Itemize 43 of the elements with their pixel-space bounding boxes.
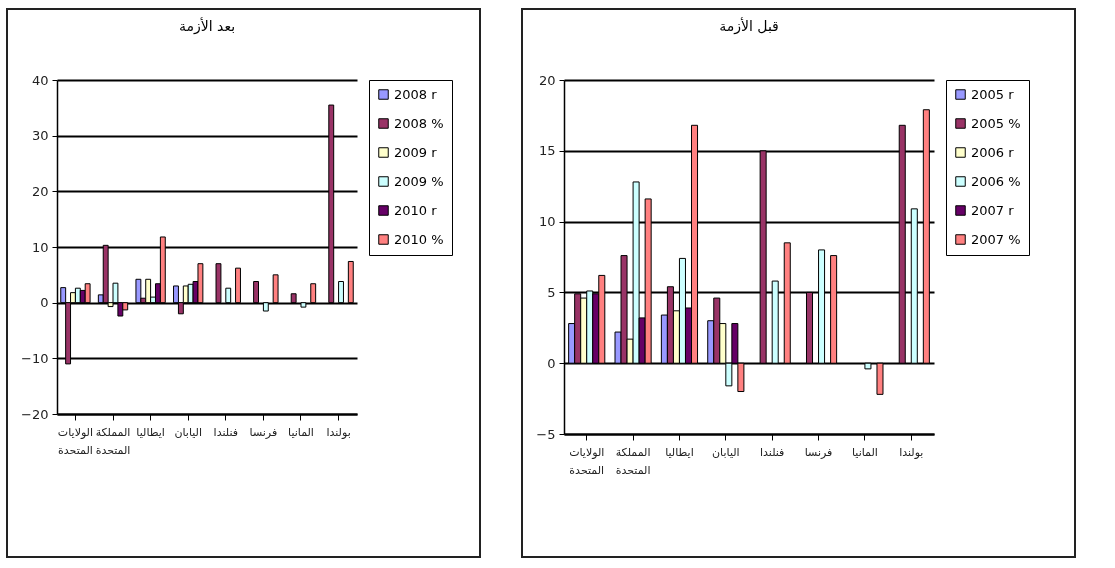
chart-title: قبل الأزمة bbox=[719, 17, 779, 35]
y-tick-label: −5 bbox=[536, 426, 556, 442]
y-tick-label: 30 bbox=[31, 128, 49, 144]
y-tick-label: 5 bbox=[547, 284, 556, 300]
legend-label: 2006 % bbox=[971, 173, 1021, 189]
y-tick-label: 10 bbox=[31, 239, 49, 255]
x-tick-label: الولايات المتحدة bbox=[569, 445, 605, 477]
legend-label: 2005 r bbox=[971, 86, 1015, 102]
y-tick-label: 0 bbox=[40, 295, 49, 311]
legend-label: 2010 % bbox=[394, 231, 444, 247]
y-tick-label: 0 bbox=[547, 355, 556, 371]
x-tick-label: المملكة المتحدة bbox=[615, 445, 651, 477]
x-tick-label: اليابان bbox=[174, 425, 202, 439]
x-tick-label: ايطاليا bbox=[136, 425, 165, 439]
y-tick-label: 15 bbox=[538, 143, 556, 159]
x-tick-label: فرنسا bbox=[804, 445, 833, 459]
x-tick-label: المانيا bbox=[851, 445, 878, 459]
x-tick-label: اليابان bbox=[712, 445, 740, 459]
y-tick-label: −20 bbox=[21, 406, 49, 422]
legend-label: 2007 r bbox=[971, 202, 1015, 218]
x-tick-label: فنلندا bbox=[760, 445, 785, 459]
legend-label: 2009 % bbox=[394, 173, 444, 189]
x-tick-label: المملكة المتحدة bbox=[95, 425, 131, 457]
y-tick-label: −10 bbox=[21, 350, 49, 366]
x-tick-label: بولندا bbox=[899, 445, 924, 459]
legend-label: 2008 r bbox=[394, 86, 438, 102]
x-tick-label: بولندا bbox=[326, 425, 351, 439]
x-tick-label: فرنسا bbox=[249, 425, 278, 439]
y-tick-label: 10 bbox=[538, 214, 556, 230]
legend-label: 2010 r bbox=[394, 202, 438, 218]
legend-label: 2008 % bbox=[394, 115, 444, 131]
legend-label: 2006 r bbox=[971, 144, 1015, 160]
legend-label: 2005 % bbox=[971, 115, 1021, 131]
y-tick-label: 20 bbox=[538, 72, 556, 88]
chart-title: بعد الأزمة bbox=[178, 17, 236, 35]
x-tick-label: المانيا bbox=[288, 425, 314, 439]
x-tick-label: الولايات المتحدة bbox=[57, 425, 93, 457]
y-tick-label: 40 bbox=[31, 72, 49, 88]
legend-label: 2009 r bbox=[394, 144, 438, 160]
x-tick-label: فنلندا bbox=[213, 425, 238, 439]
x-tick-label: ايطاليا bbox=[665, 445, 694, 459]
legend-label: 2007 % bbox=[971, 231, 1021, 247]
y-tick-label: 20 bbox=[31, 183, 49, 199]
